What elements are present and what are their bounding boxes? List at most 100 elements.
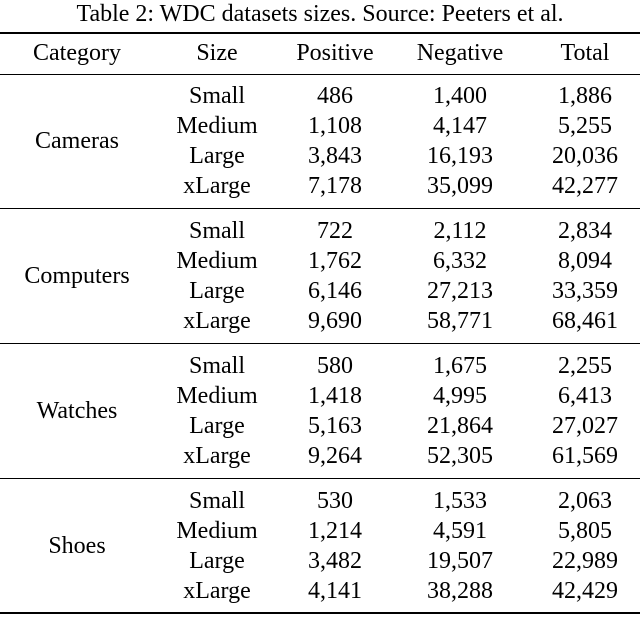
- negative-cell: 27,213: [427, 278, 493, 304]
- positive-cell: 5,163: [308, 413, 362, 439]
- total-cell: 2,063: [558, 488, 612, 514]
- negative-cell: 1,533: [433, 488, 487, 514]
- table-caption: Table 2: WDC datasets sizes. Source: Pee…: [76, 1, 564, 27]
- negative-cell: 58,771: [427, 308, 493, 334]
- table-row: xLarge 9,264 52,305 61,569: [154, 441, 640, 471]
- group-divider: [0, 343, 640, 344]
- positive-cell: 530: [317, 488, 353, 514]
- positive-cell: 9,264: [308, 443, 362, 469]
- table-row: Large 5,163 21,864 27,027: [154, 411, 640, 441]
- positive-cell: 1,418: [308, 383, 362, 409]
- positive-cell: 1,108: [308, 113, 362, 139]
- negative-cell: 38,288: [427, 578, 493, 604]
- header-category: Category: [33, 40, 121, 66]
- size-cell: Small: [188, 488, 245, 514]
- table-row: Small 530 1,533 2,063: [154, 486, 640, 516]
- table-group-shoes: Shoes Small 530 1,533 2,063 Medium 1,214…: [0, 486, 640, 606]
- total-cell: 2,834: [558, 218, 612, 244]
- size-cell: Small: [188, 353, 245, 379]
- negative-cell: 16,193: [427, 143, 493, 169]
- total-cell: 1,886: [558, 83, 612, 109]
- negative-cell: 1,400: [433, 83, 487, 109]
- total-cell: 42,277: [552, 173, 618, 199]
- negative-cell: 4,591: [433, 518, 487, 544]
- total-cell: 5,805: [558, 518, 612, 544]
- size-cell: Small: [188, 83, 245, 109]
- total-cell: 42,429: [552, 578, 618, 604]
- size-cell: Large: [189, 548, 245, 574]
- table-row: Medium 1,108 4,147 5,255: [154, 111, 640, 141]
- header-size: Size: [196, 40, 238, 66]
- total-cell: 22,989: [552, 548, 618, 574]
- size-cell: xLarge: [183, 308, 251, 334]
- positive-cell: 1,214: [308, 518, 362, 544]
- negative-cell: 21,864: [427, 413, 493, 439]
- total-cell: 33,359: [552, 278, 618, 304]
- table-group-watches: Watches Small 580 1,675 2,255 Medium 1,4…: [0, 351, 640, 471]
- positive-cell: 1,762: [308, 248, 362, 274]
- negative-cell: 4,995: [433, 383, 487, 409]
- size-cell: Large: [189, 413, 245, 439]
- total-cell: 20,036: [552, 143, 618, 169]
- header-rule: [0, 74, 640, 75]
- table-row: Small 722 2,112 2,834: [154, 216, 640, 246]
- negative-cell: 35,099: [427, 173, 493, 199]
- size-cell: xLarge: [183, 443, 251, 469]
- positive-cell: 580: [317, 353, 353, 379]
- total-cell: 8,094: [558, 248, 612, 274]
- negative-cell: 19,507: [427, 548, 493, 574]
- size-cell: Small: [188, 218, 245, 244]
- table-row: Small 580 1,675 2,255: [154, 351, 640, 381]
- group-divider: [0, 478, 640, 479]
- category-cell: Computers: [24, 262, 130, 289]
- table-row: Medium 1,762 6,332 8,094: [154, 246, 640, 276]
- table-row: Large 3,843 16,193 20,036: [154, 141, 640, 171]
- size-cell: Large: [189, 143, 245, 169]
- table-row: xLarge 7,178 35,099 42,277: [154, 171, 640, 201]
- category-cell: Cameras: [35, 127, 119, 154]
- negative-cell: 6,332: [433, 248, 487, 274]
- table-group-computers: Computers Small 722 2,112 2,834 Medium 1…: [0, 216, 640, 336]
- bottom-rule: [0, 612, 640, 614]
- table-header-row: Category Size Positive Negative Total: [0, 36, 640, 70]
- positive-cell: 6,146: [308, 278, 362, 304]
- positive-cell: 3,843: [308, 143, 362, 169]
- group-divider: [0, 208, 640, 209]
- size-cell: Medium: [176, 113, 258, 139]
- category-cell: Watches: [36, 397, 118, 424]
- total-cell: 5,255: [558, 113, 612, 139]
- size-cell: xLarge: [183, 578, 251, 604]
- total-cell: 27,027: [552, 413, 618, 439]
- table-row: Medium 1,418 4,995 6,413: [154, 381, 640, 411]
- negative-cell: 52,305: [427, 443, 493, 469]
- total-cell: 61,569: [552, 443, 618, 469]
- size-cell: Large: [189, 278, 245, 304]
- size-cell: xLarge: [183, 173, 251, 199]
- table-row: Large 6,146 27,213 33,359: [154, 276, 640, 306]
- table-row: xLarge 4,141 38,288 42,429: [154, 576, 640, 606]
- table-group-cameras: Cameras Small 486 1,400 1,886 Medium 1,1…: [0, 81, 640, 201]
- table-row: xLarge 9,690 58,771 68,461: [154, 306, 640, 336]
- positive-cell: 4,141: [308, 578, 362, 604]
- size-cell: Medium: [176, 518, 258, 544]
- positive-cell: 7,178: [308, 173, 362, 199]
- table-row: Small 486 1,400 1,886: [154, 81, 640, 111]
- size-cell: Medium: [176, 383, 258, 409]
- top-rule: [0, 32, 640, 34]
- negative-cell: 4,147: [433, 113, 487, 139]
- positive-cell: 3,482: [308, 548, 362, 574]
- size-cell: Medium: [176, 248, 258, 274]
- total-cell: 2,255: [558, 353, 612, 379]
- negative-cell: 2,112: [433, 218, 487, 244]
- header-total: Total: [560, 40, 610, 66]
- table-row: Large 3,482 19,507 22,989: [154, 546, 640, 576]
- total-cell: 6,413: [558, 383, 612, 409]
- category-cell: Shoes: [48, 532, 106, 559]
- negative-cell: 1,675: [433, 353, 487, 379]
- positive-cell: 486: [317, 83, 353, 109]
- header-negative: Negative: [416, 40, 504, 66]
- total-cell: 68,461: [552, 308, 618, 334]
- table-row: Medium 1,214 4,591 5,805: [154, 516, 640, 546]
- positive-cell: 9,690: [308, 308, 362, 334]
